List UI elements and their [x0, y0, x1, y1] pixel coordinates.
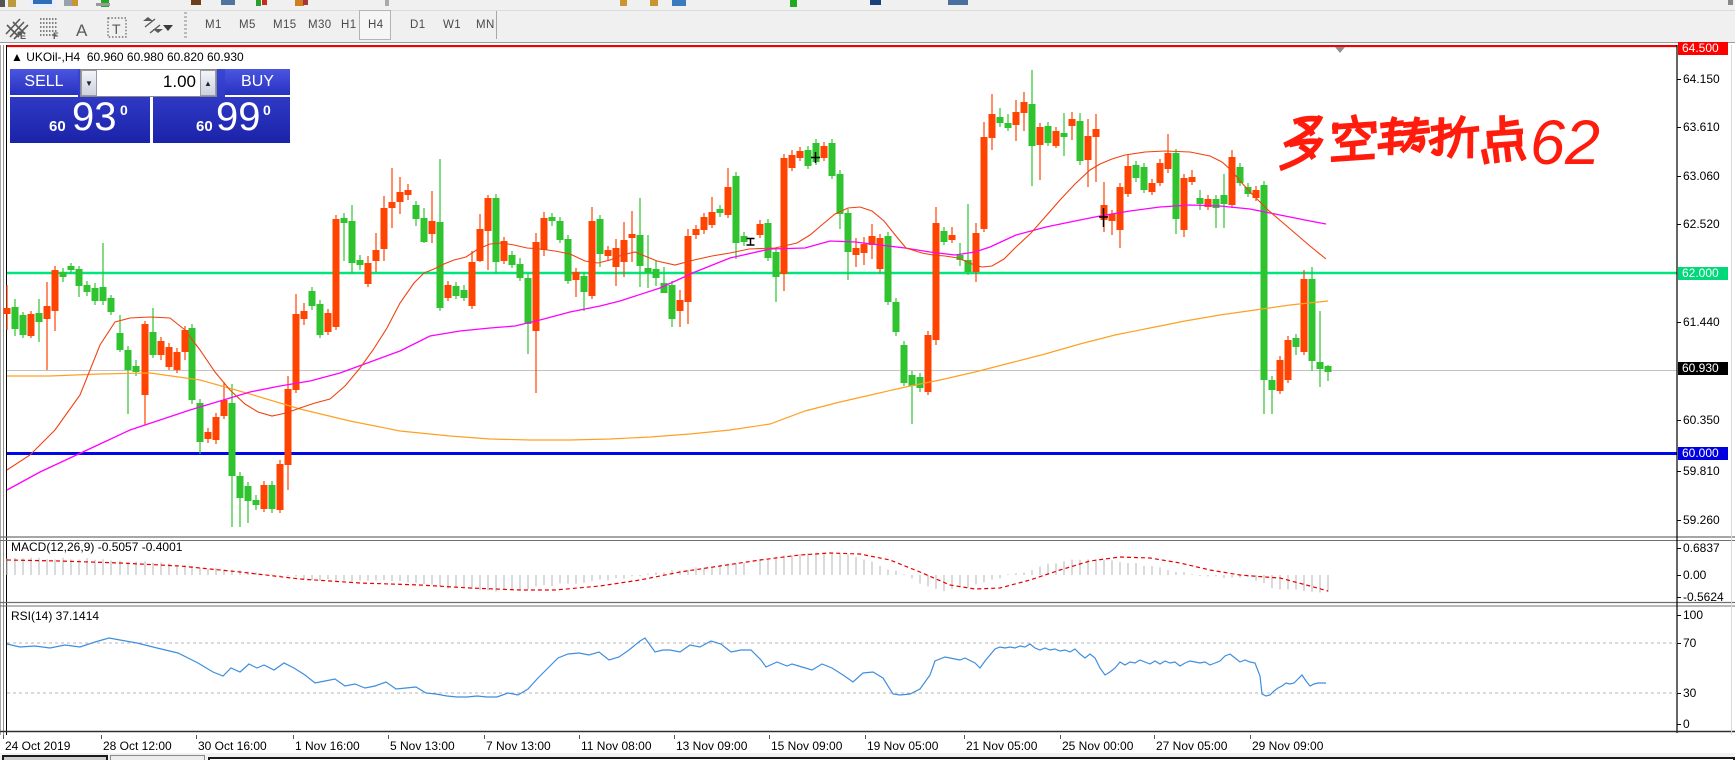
svg-text:F: F — [53, 31, 59, 41]
svg-text:T: T — [112, 21, 121, 37]
svg-text:E: E — [20, 31, 26, 41]
svg-text:62: 62 — [1530, 108, 1600, 178]
svg-text:A: A — [76, 21, 88, 40]
